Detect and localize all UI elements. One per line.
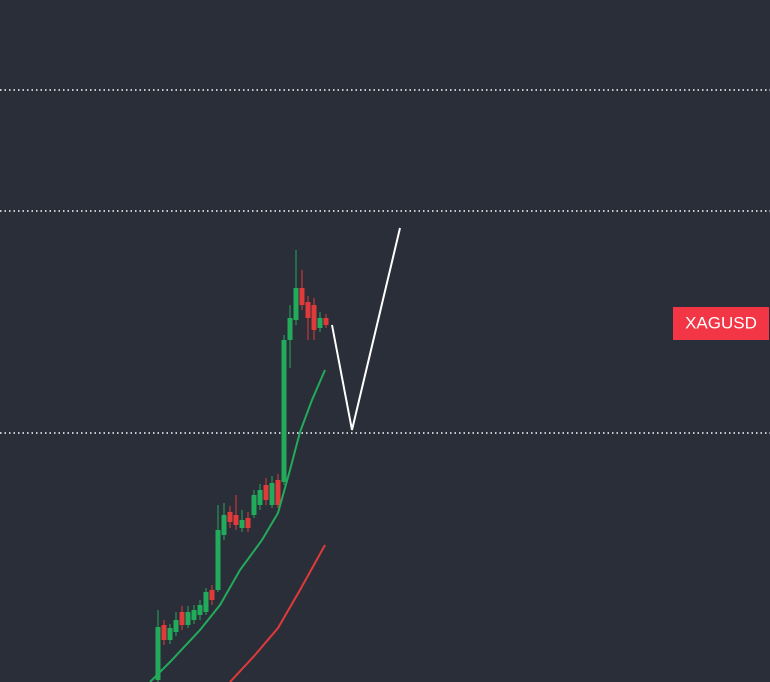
candles	[155, 250, 329, 682]
candle-body	[191, 610, 197, 620]
candle-body	[167, 628, 173, 640]
candle-body	[185, 612, 191, 625]
candle-body	[263, 485, 269, 500]
symbol-badge	[673, 307, 769, 340]
candle-body	[227, 512, 233, 522]
candle-body	[299, 288, 305, 305]
candle-body	[209, 590, 215, 600]
candle-body	[155, 627, 161, 680]
candle-body	[293, 288, 299, 320]
candle-body	[269, 483, 275, 505]
candle-body	[281, 340, 287, 482]
candle-body	[203, 592, 209, 612]
candle-body	[173, 620, 179, 632]
projection-path	[331, 227, 401, 431]
symbol-label: XAGUSD	[685, 313, 757, 332]
candle-body	[323, 318, 329, 325]
candle-body	[161, 625, 167, 640]
candle-body	[233, 515, 239, 525]
candle-body	[245, 518, 251, 528]
candle-body	[221, 515, 227, 535]
candle-body	[311, 305, 317, 330]
candle-body	[179, 612, 185, 625]
candle-body	[287, 318, 293, 340]
moving-average-slow	[229, 544, 326, 682]
candle-body	[251, 495, 257, 515]
candle-body	[317, 318, 323, 328]
candle-body	[215, 530, 221, 590]
candle-body	[305, 302, 311, 318]
candle-body	[275, 480, 281, 505]
candle-body	[239, 520, 245, 528]
moving-average-fast	[149, 369, 326, 682]
candle-body	[197, 605, 203, 615]
candle-body	[257, 490, 263, 505]
